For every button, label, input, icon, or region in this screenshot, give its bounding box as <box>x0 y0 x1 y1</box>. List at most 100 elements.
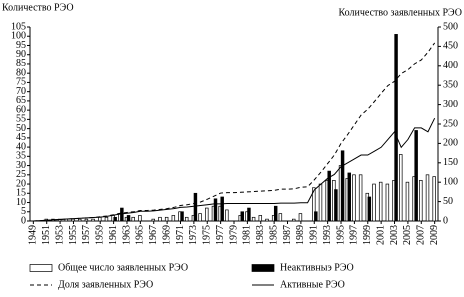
bar <box>158 216 162 222</box>
y-tick-label: 85 <box>16 58 26 69</box>
y-tick-label: 5 <box>21 206 26 217</box>
legend-label: Активные РЭО <box>280 279 345 290</box>
bar <box>358 174 363 222</box>
bar <box>126 215 131 222</box>
bar <box>77 218 82 222</box>
x-tick-label: 1967 <box>148 225 159 245</box>
bar <box>414 130 418 222</box>
y-tick-label: 95 <box>16 40 26 51</box>
bar <box>240 211 244 222</box>
bar <box>251 216 256 222</box>
y-tick-label: 60 <box>16 104 26 115</box>
bar <box>312 187 316 222</box>
bar <box>425 174 430 222</box>
bar <box>151 218 156 222</box>
y-tick-label: 25 <box>16 169 26 180</box>
bar <box>171 215 176 222</box>
bar <box>180 211 184 222</box>
y-tick-label: 10 <box>16 197 26 208</box>
x-tick-label: 1963 <box>121 225 132 245</box>
x-tick-label: 1949 <box>28 225 39 245</box>
y-tick-label: 15 <box>16 188 26 199</box>
bar <box>347 172 351 222</box>
bar <box>273 205 278 222</box>
bar <box>378 181 383 222</box>
y2-axis-title: Количество заявленных РЭО <box>339 7 463 18</box>
bar <box>372 183 376 222</box>
bar <box>91 218 95 222</box>
y-tick-label: 20 <box>16 178 26 189</box>
legend-swatch <box>251 264 275 272</box>
y-tick-label: 45 <box>16 132 26 143</box>
x-tick-label: 2005 <box>402 225 413 245</box>
y-tick-label: 0 <box>21 215 26 226</box>
y-axis-title: Количество РЭО <box>2 2 74 13</box>
y2-tick-label: 400 <box>443 60 458 71</box>
y-tick-label: 40 <box>16 141 26 152</box>
bar <box>247 207 251 222</box>
bar <box>405 181 410 222</box>
y2-tick-label: 250 <box>443 118 458 129</box>
y2-tick-label: 200 <box>443 138 458 149</box>
x-tick-label: 1997 <box>349 225 360 245</box>
y-tick-label: 90 <box>16 49 26 60</box>
bar <box>314 211 318 222</box>
y2-tick-label: 150 <box>443 157 458 168</box>
bar <box>113 216 117 222</box>
x-tick-label: 1991 <box>309 225 320 245</box>
bar <box>258 215 263 222</box>
bar <box>131 216 135 222</box>
y-tick-label: 80 <box>16 67 26 78</box>
y2-tick-label: 500 <box>443 21 458 32</box>
x-tick-label: 1975 <box>202 225 213 245</box>
line <box>33 42 436 222</box>
legend-swatch <box>29 264 53 272</box>
legend-label: Общее число заявленных РЭО <box>58 262 188 273</box>
bar <box>84 218 89 222</box>
x-tick-label: 1981 <box>242 225 253 245</box>
bar <box>367 196 372 222</box>
x-tick-label: 2001 <box>375 225 386 245</box>
x-tick-label: 1973 <box>188 225 199 245</box>
y2-tick-label: 350 <box>443 79 458 90</box>
line <box>33 117 436 222</box>
bar <box>432 176 436 222</box>
y-tick-label: 70 <box>16 86 26 97</box>
x-tick-label: 1953 <box>54 225 65 245</box>
bar <box>193 192 198 222</box>
x-tick-label: 1979 <box>228 225 239 245</box>
legend-label: Неактивныэ РЭО <box>280 262 354 273</box>
bar <box>164 216 169 222</box>
x-tick-label: 1969 <box>161 225 172 245</box>
y-tick-label: 100 <box>11 31 26 42</box>
x-tick-label: 1957 <box>81 225 92 245</box>
y-tick-label: 35 <box>16 151 26 162</box>
bar <box>334 189 338 222</box>
y-tick-label: 75 <box>16 77 26 88</box>
bar <box>71 218 75 222</box>
bar <box>220 196 224 222</box>
bar <box>327 170 331 222</box>
x-tick-label: 1959 <box>95 225 106 245</box>
x-tick-label: 1985 <box>268 225 279 245</box>
bar <box>184 216 189 222</box>
x-tick-label: 1971 <box>175 225 186 245</box>
y2-tick-label: 100 <box>443 176 458 187</box>
bar <box>138 215 142 222</box>
x-tick-label: 2009 <box>429 225 440 245</box>
y2-tick-label: 50 <box>443 196 453 207</box>
x-tick-label: 2007 <box>416 225 427 245</box>
x-tick-label: 1955 <box>68 225 79 245</box>
y2-tick-label: 450 <box>443 41 458 52</box>
x-tick-label: 2003 <box>389 225 400 245</box>
y-tick-label: 30 <box>16 160 26 171</box>
bar <box>120 207 124 222</box>
y-tick-label: 55 <box>16 114 26 125</box>
y2-tick-label: 300 <box>443 99 458 110</box>
bar <box>419 180 423 222</box>
bar <box>292 218 296 222</box>
bar <box>399 154 403 222</box>
bar <box>104 216 109 222</box>
y-tick-label: 105 <box>11 21 26 32</box>
y2-tick-label: 0 <box>443 215 448 226</box>
